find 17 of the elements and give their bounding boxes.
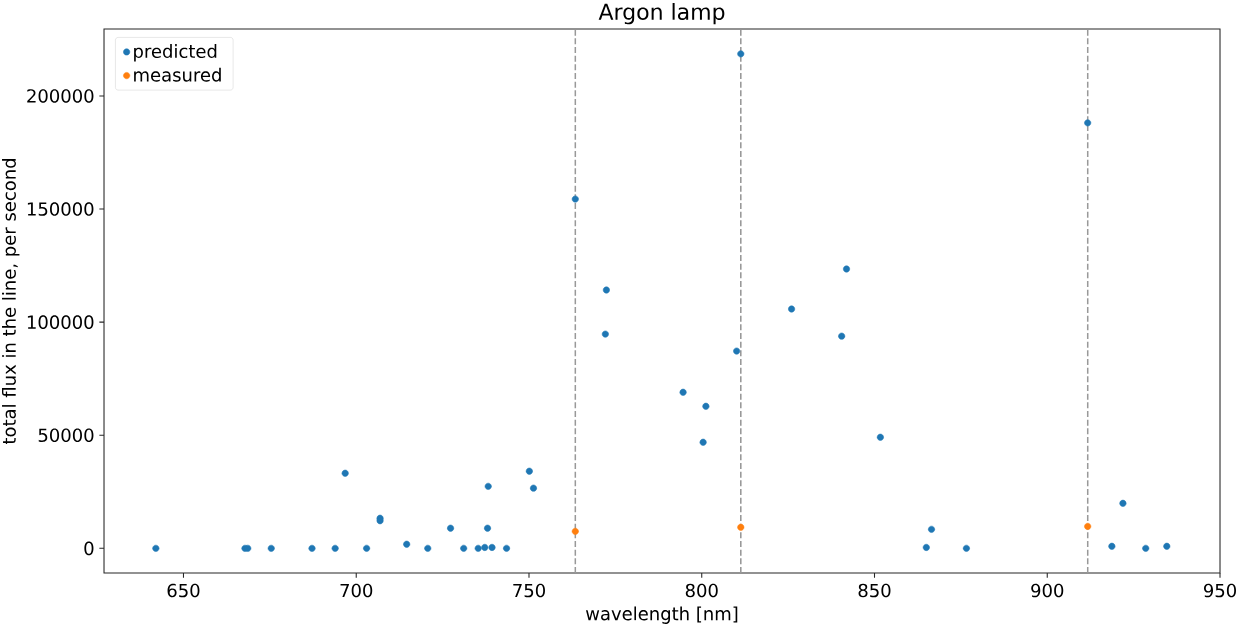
y-axis-title: total flux in the line, per second (2, 159, 20, 445)
y-tick-label: 100000 (27, 315, 94, 329)
y-tick-label: 200000 (27, 89, 94, 103)
x-tick-label: 650 (167, 583, 200, 598)
x-tick-label: 900 (1031, 583, 1064, 598)
y-tick-label: 150000 (27, 202, 94, 216)
y-tick-label: 0 (84, 541, 94, 556)
x-tick-label: 700 (340, 583, 373, 598)
chart-title: Argon lamp (598, 2, 725, 25)
x-tick-label: 850 (858, 583, 891, 598)
legend-label: predicted (134, 44, 217, 62)
x-tick-label: 750 (513, 583, 545, 598)
legend-label: measured (134, 67, 221, 82)
x-tick-label: 800 (685, 583, 718, 598)
x-tick-label: 950 (1203, 583, 1236, 598)
x-axis-title: wavelength [nm] (585, 606, 738, 624)
y-tick-label: 50000 (38, 428, 94, 443)
